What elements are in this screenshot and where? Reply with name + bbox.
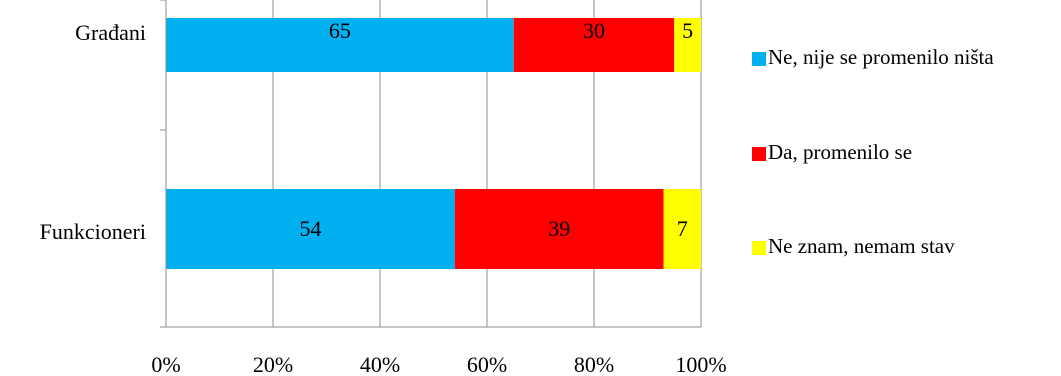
x-tick-label: 80% <box>574 352 614 376</box>
x-tick-label: 20% <box>253 352 293 376</box>
x-tick-label: 40% <box>360 352 400 376</box>
x-tick-label: 100% <box>675 352 726 376</box>
data-label: 39 <box>548 216 570 241</box>
legend-label: Ne znam, nemam stav <box>768 234 955 258</box>
legend: Ne, nije se promenilo ništa Da, promenilo… <box>752 45 994 258</box>
legend-swatch <box>752 52 766 66</box>
x-axis-ticks: 0% 20% 40% 60% 80% 100% <box>151 352 726 376</box>
x-tick-label: 60% <box>467 352 507 376</box>
legend-label: Da, promenilo se <box>768 140 912 164</box>
category-label: Funkcioneri <box>40 219 146 244</box>
legend-label: Ne, nije se promenilo ništa <box>768 45 994 69</box>
data-label: 7 <box>677 216 688 241</box>
data-label: 54 <box>299 216 321 241</box>
data-label: 30 <box>583 18 605 43</box>
axes <box>160 0 701 328</box>
category-label: Građani <box>75 20 146 45</box>
x-tick-label: 0% <box>151 352 180 376</box>
bar-segment <box>674 18 701 72</box>
bar-segment <box>454 189 664 269</box>
bar-segment <box>513 18 675 72</box>
legend-swatch <box>752 241 766 255</box>
legend-swatch <box>752 147 766 161</box>
y-axis-categories: Građani Funkcioneri <box>40 20 146 244</box>
bar-segment <box>663 189 701 269</box>
data-label: 5 <box>682 18 693 43</box>
bar-segment <box>166 18 514 72</box>
bars: 65 30 5 54 39 7 <box>166 18 701 269</box>
data-label: 65 <box>329 18 351 43</box>
bar-segment <box>166 189 455 269</box>
